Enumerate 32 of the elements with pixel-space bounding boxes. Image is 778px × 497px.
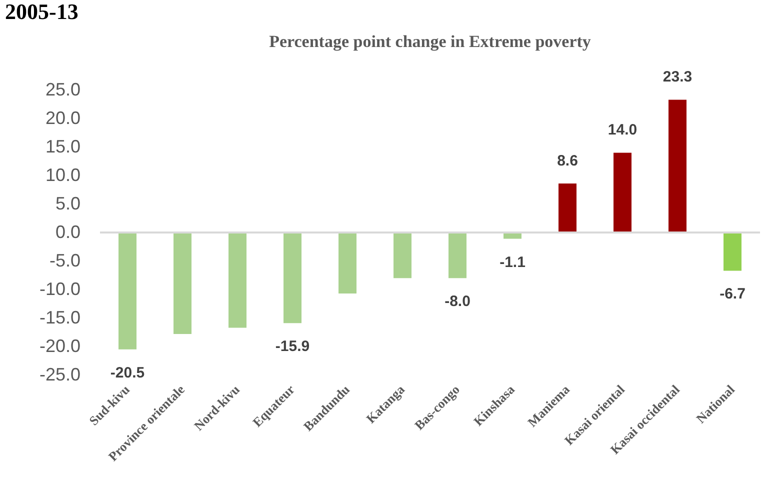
bar xyxy=(338,232,356,294)
bar xyxy=(558,183,576,232)
data-label: -15.9 xyxy=(275,338,310,356)
y-tick-label: 0.0 xyxy=(55,222,80,242)
bar xyxy=(668,100,686,232)
data-label: -20.5 xyxy=(110,364,145,382)
bar xyxy=(174,232,192,334)
bar xyxy=(724,232,742,271)
data-label: -1.1 xyxy=(500,254,526,271)
data-label: 23.3 xyxy=(662,68,692,86)
y-tick-label: 15.0 xyxy=(45,136,80,156)
y-tick-label: 10.0 xyxy=(45,165,80,185)
bar xyxy=(284,232,302,324)
y-tick-label: -25.0 xyxy=(39,364,80,384)
bar xyxy=(228,232,246,328)
bar xyxy=(614,152,632,232)
y-tick-label: -20.0 xyxy=(39,336,80,356)
bar xyxy=(448,232,466,278)
y-tick-label: 5.0 xyxy=(55,194,80,214)
y-tick-label: -15.0 xyxy=(39,308,80,328)
data-label: -8.0 xyxy=(444,293,470,310)
y-tick-label: -5.0 xyxy=(49,250,80,270)
data-label: 14.0 xyxy=(608,122,638,139)
data-label: -6.7 xyxy=(720,286,746,303)
data-label: 8.6 xyxy=(557,152,578,170)
y-tick-label: 25.0 xyxy=(45,80,80,100)
text: 2005-13 xyxy=(5,0,78,24)
chart-title: Percentage point change in Extreme poverty xyxy=(269,32,592,51)
y-tick-label: -10.0 xyxy=(39,279,80,299)
bar xyxy=(118,232,136,350)
bar xyxy=(394,232,412,278)
y-tick-label: 20.0 xyxy=(45,108,80,128)
